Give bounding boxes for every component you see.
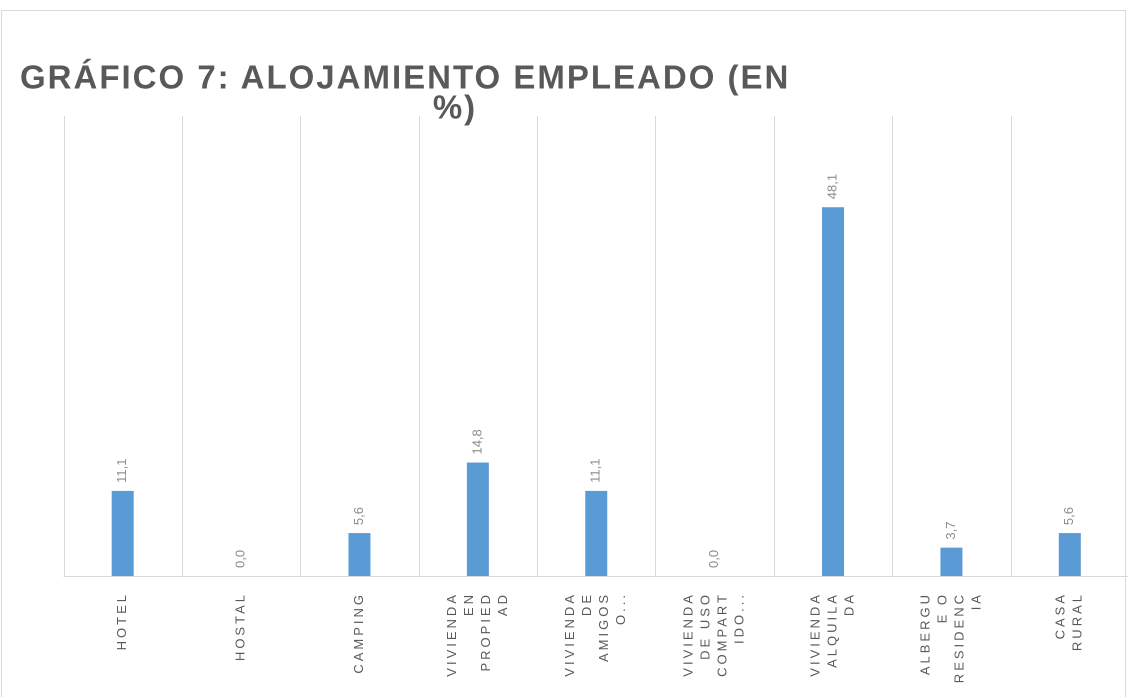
bar <box>822 207 845 576</box>
x-tick-label: VIVIENDA <box>562 592 577 677</box>
chart-title: GRÁFICO 7: ALOJAMIENTO EMPLEADO (EN <box>20 59 790 96</box>
x-tick-label: AD <box>495 592 510 616</box>
x-tick-label: ALBERGU <box>917 592 932 675</box>
bar <box>466 462 489 576</box>
bar <box>348 533 371 576</box>
data-label: 48,1 <box>824 174 839 199</box>
chart-frame <box>1 10 1126 697</box>
x-tick-label: CAMPING <box>351 592 366 674</box>
x-tick-label: VIVIENDA <box>807 592 822 677</box>
data-label: 0,0 <box>233 550 248 568</box>
x-tick-label: IA <box>968 592 983 610</box>
x-tick-label: DE USO <box>698 592 713 660</box>
x-tick-label: VIVIENDA <box>681 592 696 677</box>
x-tick-label: ALQUILA <box>824 592 839 668</box>
data-label: 5,6 <box>351 507 366 525</box>
x-tick-label: O... <box>613 592 628 625</box>
x-tick-label: COMPART <box>715 592 730 677</box>
bar <box>940 547 963 576</box>
x-tick-label: AMIGOS <box>596 592 611 662</box>
data-label: 0,0 <box>706 550 721 568</box>
x-tick-label: IDO... <box>732 592 747 644</box>
bar <box>1058 533 1081 576</box>
data-label: 5,6 <box>1061 507 1076 525</box>
x-tick-label: PROPIED <box>478 592 493 672</box>
x-tick-label: RESIDENC <box>951 592 966 683</box>
x-tick-label: VIVIENDA <box>444 592 459 677</box>
bar <box>585 490 608 576</box>
x-tick-label: DE <box>579 592 594 616</box>
x-tick-label: CASA <box>1053 592 1068 639</box>
bar <box>111 490 134 576</box>
x-tick-label: EN <box>461 592 476 616</box>
x-tick-label: HOSTAL <box>233 592 248 661</box>
x-tick-label: E O <box>934 592 949 623</box>
x-tick-label: RURAL <box>1070 592 1085 651</box>
chart-title: %) <box>433 89 477 126</box>
data-label: 3,7 <box>943 522 958 540</box>
x-tick-label: DA <box>841 592 856 616</box>
data-label: 11,1 <box>114 459 129 483</box>
data-label: 14,8 <box>469 429 484 454</box>
x-tick-label: HOTEL <box>114 592 129 650</box>
data-label: 11,1 <box>588 459 603 483</box>
